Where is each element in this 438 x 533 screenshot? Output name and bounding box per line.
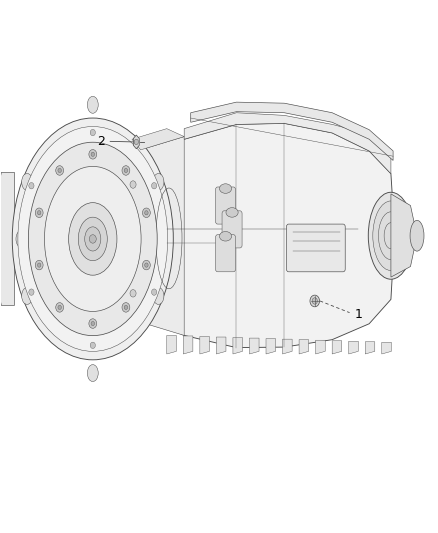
Circle shape bbox=[91, 321, 95, 326]
FancyBboxPatch shape bbox=[286, 224, 345, 272]
Circle shape bbox=[130, 181, 136, 188]
Polygon shape bbox=[0, 173, 14, 305]
Polygon shape bbox=[299, 340, 309, 354]
Ellipse shape bbox=[384, 223, 398, 249]
Circle shape bbox=[58, 168, 61, 173]
Polygon shape bbox=[391, 194, 417, 277]
Ellipse shape bbox=[69, 203, 117, 275]
Ellipse shape bbox=[226, 208, 238, 217]
Circle shape bbox=[35, 208, 43, 217]
Ellipse shape bbox=[78, 217, 107, 261]
Circle shape bbox=[29, 183, 34, 189]
Polygon shape bbox=[184, 336, 193, 354]
Polygon shape bbox=[365, 342, 375, 354]
Circle shape bbox=[142, 208, 150, 217]
Circle shape bbox=[58, 305, 61, 310]
Ellipse shape bbox=[219, 231, 232, 241]
Ellipse shape bbox=[368, 192, 413, 279]
Polygon shape bbox=[250, 338, 259, 354]
Circle shape bbox=[90, 342, 95, 349]
FancyBboxPatch shape bbox=[222, 211, 242, 248]
Circle shape bbox=[37, 211, 41, 215]
Ellipse shape bbox=[18, 126, 168, 351]
Circle shape bbox=[56, 303, 64, 312]
Circle shape bbox=[130, 289, 136, 297]
Ellipse shape bbox=[87, 365, 98, 382]
FancyBboxPatch shape bbox=[215, 235, 236, 272]
Circle shape bbox=[152, 289, 157, 295]
Ellipse shape bbox=[28, 142, 157, 336]
Polygon shape bbox=[316, 340, 325, 354]
Circle shape bbox=[122, 303, 130, 312]
Ellipse shape bbox=[410, 220, 424, 251]
Circle shape bbox=[35, 260, 43, 270]
Circle shape bbox=[145, 263, 148, 267]
Circle shape bbox=[124, 168, 127, 173]
Ellipse shape bbox=[219, 184, 232, 193]
Ellipse shape bbox=[45, 166, 141, 311]
Circle shape bbox=[124, 305, 127, 310]
Circle shape bbox=[142, 260, 150, 270]
Circle shape bbox=[152, 183, 157, 189]
Circle shape bbox=[89, 319, 97, 328]
Polygon shape bbox=[191, 102, 393, 160]
Polygon shape bbox=[200, 336, 209, 354]
Circle shape bbox=[29, 289, 34, 295]
Polygon shape bbox=[141, 136, 184, 335]
Ellipse shape bbox=[153, 173, 164, 190]
Polygon shape bbox=[106, 123, 393, 348]
FancyBboxPatch shape bbox=[215, 187, 236, 224]
Circle shape bbox=[122, 166, 130, 175]
Circle shape bbox=[134, 139, 138, 144]
Circle shape bbox=[310, 295, 320, 307]
Ellipse shape bbox=[12, 118, 173, 360]
Polygon shape bbox=[184, 113, 391, 174]
Circle shape bbox=[91, 152, 95, 156]
Ellipse shape bbox=[153, 287, 164, 304]
Polygon shape bbox=[266, 338, 276, 354]
Ellipse shape bbox=[21, 173, 32, 190]
Polygon shape bbox=[332, 341, 342, 354]
Polygon shape bbox=[233, 337, 243, 354]
Circle shape bbox=[90, 130, 95, 136]
Ellipse shape bbox=[87, 96, 98, 114]
Circle shape bbox=[145, 211, 148, 215]
Polygon shape bbox=[167, 335, 177, 354]
Ellipse shape bbox=[373, 201, 409, 271]
Text: 2: 2 bbox=[97, 135, 105, 148]
Polygon shape bbox=[132, 128, 184, 150]
Circle shape bbox=[56, 166, 64, 175]
Polygon shape bbox=[216, 337, 226, 354]
Polygon shape bbox=[133, 135, 139, 149]
Ellipse shape bbox=[21, 287, 32, 304]
Ellipse shape bbox=[16, 230, 27, 247]
Polygon shape bbox=[349, 341, 358, 354]
Circle shape bbox=[89, 235, 96, 243]
Polygon shape bbox=[382, 342, 391, 354]
Polygon shape bbox=[283, 339, 292, 354]
Ellipse shape bbox=[378, 212, 403, 260]
Circle shape bbox=[37, 263, 41, 267]
Circle shape bbox=[89, 150, 97, 159]
Text: 1: 1 bbox=[355, 308, 363, 321]
Ellipse shape bbox=[85, 227, 101, 251]
Circle shape bbox=[312, 298, 318, 304]
